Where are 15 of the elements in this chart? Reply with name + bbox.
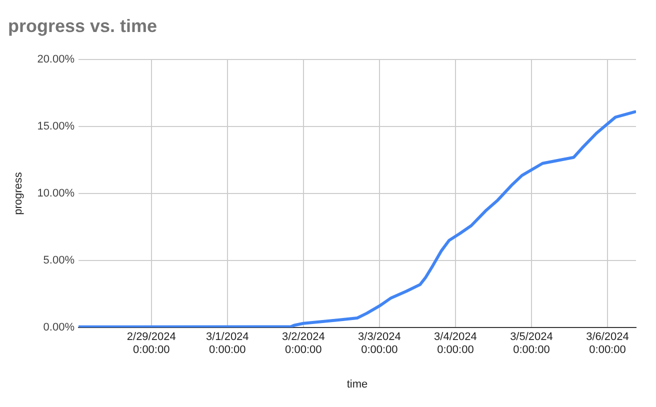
- x-tick-label: 3/1/2024 0:00:00: [206, 331, 249, 356]
- y-tick-label: 20.00%: [37, 54, 75, 66]
- x-tick-label: 2/29/2024 0:00:00: [126, 331, 176, 356]
- y-tick-label: 0.00%: [43, 321, 75, 334]
- chart-title: progress vs. time: [8, 16, 158, 36]
- x-tick-label: 3/4/2024 0:00:00: [434, 331, 477, 356]
- x-tick-label: 3/3/2024 0:00:00: [358, 331, 401, 356]
- x-tick-label: 3/5/2024 0:00:00: [510, 331, 553, 356]
- x-tick-label: 3/2/2024 0:00:00: [282, 331, 325, 356]
- x-tick-label: 3/6/2024 0:00:00: [586, 331, 629, 356]
- x-axis-title: time: [346, 378, 368, 390]
- y-tick-label: 15.00%: [37, 120, 75, 133]
- y-axis-title: progress: [12, 172, 25, 215]
- y-tick-label: 10.00%: [37, 188, 75, 200]
- y-tick-label: 5.00%: [43, 254, 75, 266]
